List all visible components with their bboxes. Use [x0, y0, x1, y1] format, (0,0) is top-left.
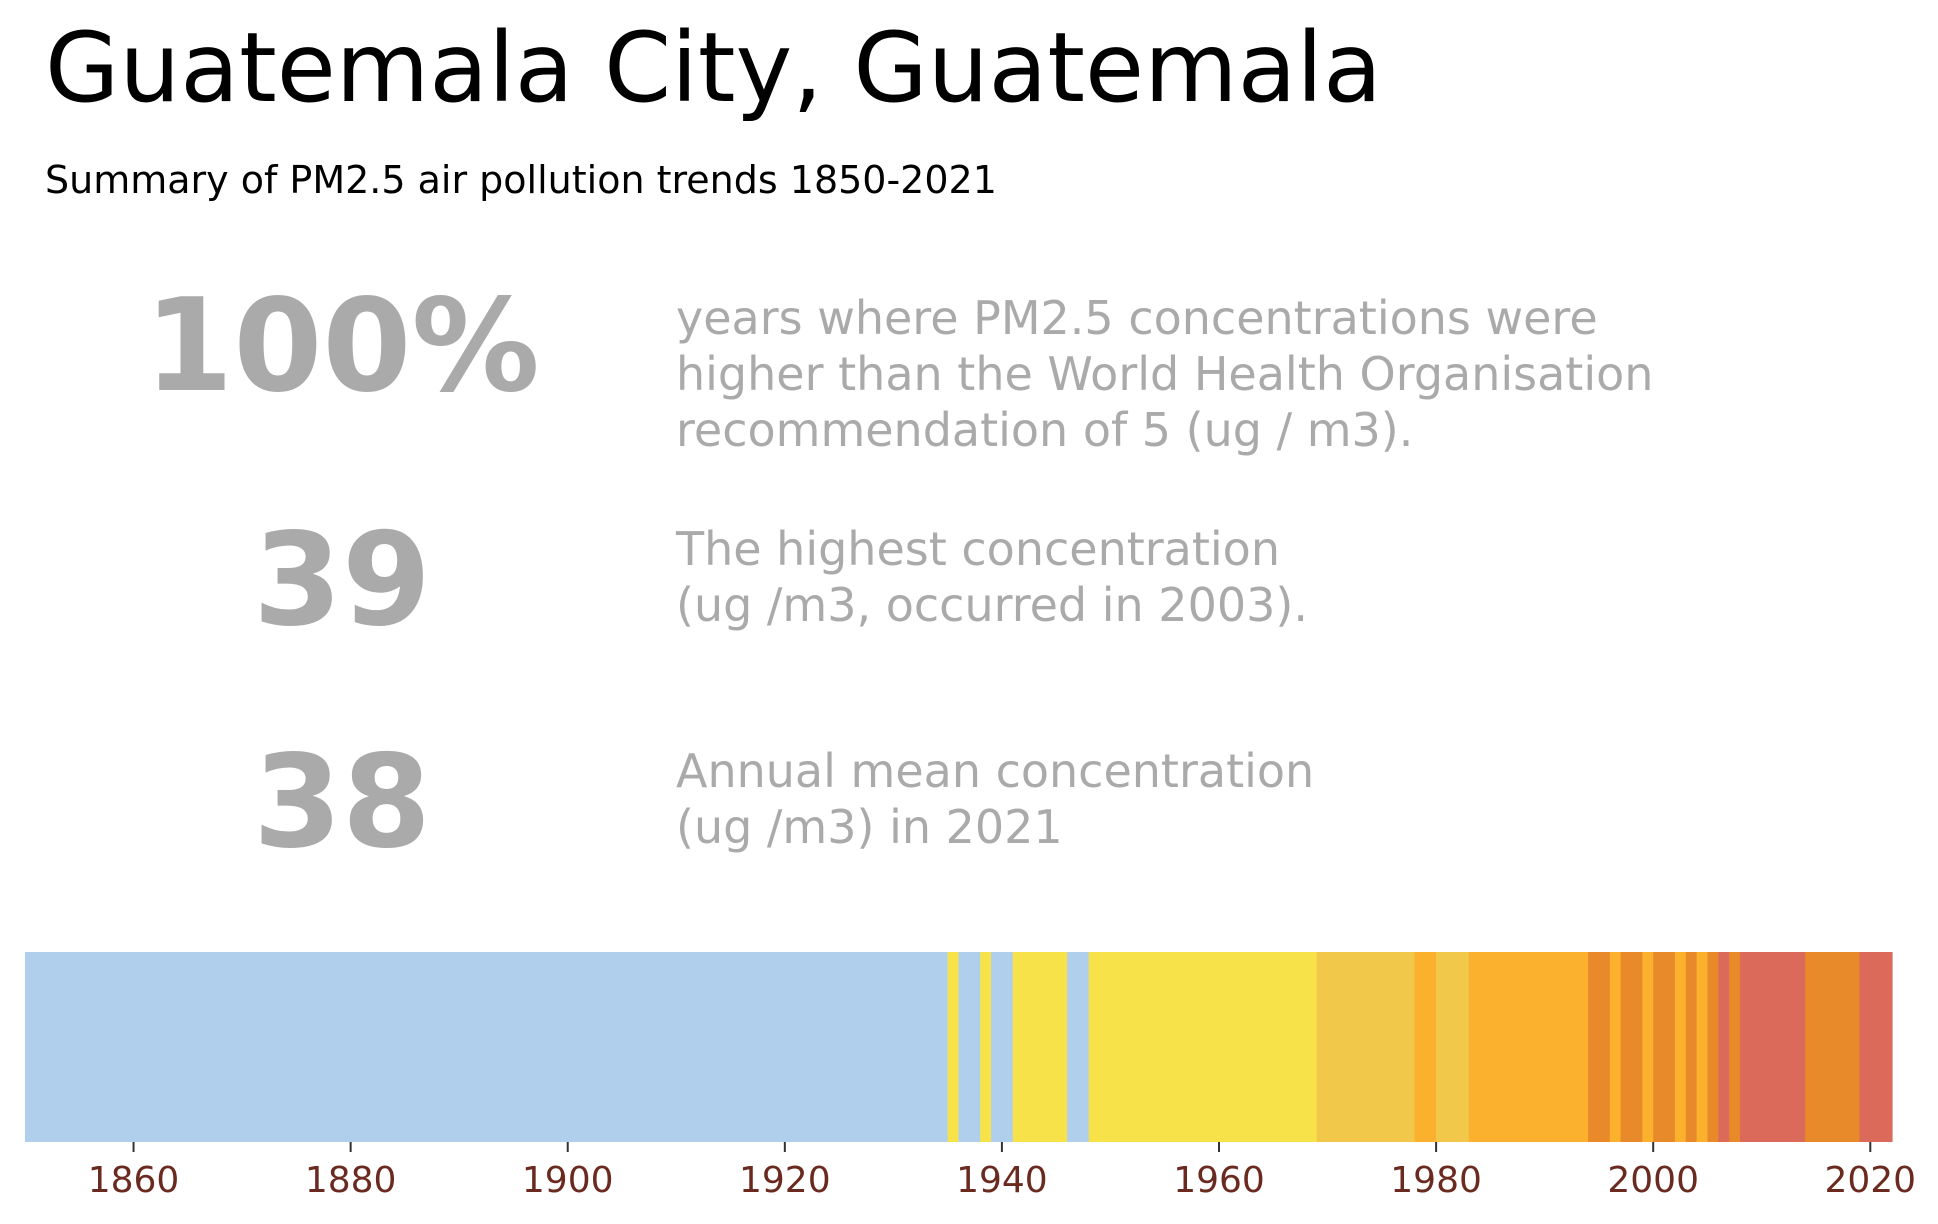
stripe-2007-2008: [1729, 952, 1741, 1142]
stat-value-percent-years: 100%: [144, 272, 540, 421]
stat-desc-line: recommendation of 5 (ug / m3).: [676, 403, 1414, 457]
stripe-2008-2009: [1740, 952, 1752, 1142]
stripe-1994-1996: [1588, 952, 1611, 1142]
stat-desc-line: (ug /m3) in 2021: [676, 800, 1063, 854]
stat-desc-percent-years: years where PM2.5 concentrations were hi…: [676, 290, 1653, 458]
stripe-1983-1994: [1468, 952, 1589, 1142]
x-tick-label: 1880: [305, 1160, 397, 1201]
stripe-1939-1941: [991, 952, 1014, 1142]
stat-desc-line: higher than the World Health Organisatio…: [676, 347, 1654, 401]
x-axis-ticks: 1860 1880 1900 1920 1940 1960 1980 2000 2020: [88, 1142, 1916, 1201]
stripe-1948-1969: [1088, 952, 1318, 1142]
stripe-1999-2000: [1642, 952, 1654, 1142]
stripe-1997-1999: [1620, 952, 1643, 1142]
stat-desc-line: The highest concentration: [676, 522, 1280, 576]
stripe-1978-1980: [1414, 952, 1437, 1142]
stripe-2006-2007: [1718, 952, 1730, 1142]
x-tick-label: 2020: [1824, 1160, 1916, 1201]
stripe-2005-2006: [1707, 952, 1719, 1142]
stripe-1980-1983: [1436, 952, 1470, 1142]
stat-value-annual-mean: 38: [252, 728, 432, 877]
stripe-1941-1946: [1012, 952, 1068, 1142]
x-tick-label: 1940: [956, 1160, 1048, 1201]
x-tick-label: 1860: [88, 1160, 180, 1201]
page-title: Guatemala City, Guatemala: [45, 12, 1382, 124]
stripe-2019-2022: [1859, 952, 1893, 1142]
x-tick-label: 1900: [522, 1160, 614, 1201]
stat-desc-highest: The highest concentration (ug /m3, occur…: [676, 521, 1308, 633]
stripe-2004-2005: [1696, 952, 1709, 1142]
x-tick-label: 1920: [739, 1160, 831, 1201]
stripe-1946-1948: [1067, 952, 1090, 1142]
x-tick-label: 1960: [1173, 1160, 1265, 1201]
stripe-1935-1936: [947, 952, 960, 1142]
x-tick-label: 1980: [1390, 1160, 1482, 1201]
stripe-1936-1938: [958, 952, 981, 1142]
stripe-2002-2003: [1674, 952, 1687, 1142]
stat-desc-line: Annual mean concentration: [676, 744, 1315, 798]
stripe-1969-1978: [1316, 952, 1415, 1142]
stripe-group: [25, 952, 1893, 1142]
stripe-2014-2019: [1805, 952, 1861, 1142]
stat-desc-line: (ug /m3, occurred in 2003).: [676, 578, 1308, 632]
x-tick-label: 2000: [1607, 1160, 1699, 1201]
stripe-2003-2004: [1685, 952, 1698, 1142]
page-subtitle: Summary of PM2.5 air pollution trends 18…: [45, 158, 997, 202]
stripe-2009-2014: [1750, 952, 1806, 1142]
stripe-1850-1935: [25, 952, 949, 1142]
stat-value-highest: 39: [252, 506, 432, 655]
stripe-1938-1939: [980, 952, 992, 1142]
stripe-2000-2002: [1653, 952, 1676, 1142]
stripe-1996-1997: [1609, 952, 1622, 1142]
stat-desc-line: years where PM2.5 concentrations were: [676, 291, 1598, 345]
stat-desc-annual-mean: Annual mean concentration (ug /m3) in 20…: [676, 743, 1314, 855]
